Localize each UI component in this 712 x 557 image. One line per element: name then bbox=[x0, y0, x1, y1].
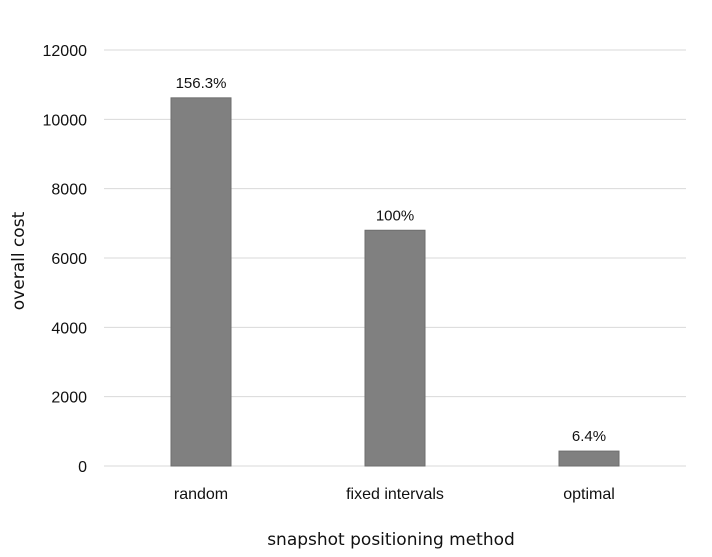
y-tick-label: 8000 bbox=[51, 182, 87, 199]
x-tick-label: optimal bbox=[563, 486, 615, 503]
x-tick-label: fixed intervals bbox=[346, 486, 444, 503]
y-tick-label: 6000 bbox=[51, 251, 87, 268]
data-labels: 156.3% 100% 6.4% bbox=[176, 75, 607, 445]
y-axis-title: overall cost bbox=[9, 211, 29, 310]
y-tick-label: 0 bbox=[78, 459, 87, 476]
data-label: 156.3% bbox=[176, 75, 227, 92]
data-label: 6.4% bbox=[572, 428, 606, 445]
y-tick-label: 2000 bbox=[51, 390, 87, 407]
y-tick-label: 4000 bbox=[51, 320, 87, 337]
bar-random bbox=[170, 97, 232, 467]
data-label: 100% bbox=[376, 207, 414, 224]
y-tick-label: 12000 bbox=[43, 43, 88, 60]
x-axis-title: snapshot positioning method bbox=[267, 530, 515, 550]
y-axis-ticks: 0 2000 4000 6000 8000 10000 12000 bbox=[43, 43, 88, 476]
bars bbox=[170, 97, 620, 467]
y-tick-label: 10000 bbox=[43, 112, 88, 129]
x-axis-ticks: random fixed intervals optimal bbox=[174, 486, 615, 503]
bar-fixed-intervals bbox=[364, 229, 426, 467]
x-tick-label: random bbox=[174, 486, 228, 503]
bar-optimal bbox=[558, 450, 620, 467]
